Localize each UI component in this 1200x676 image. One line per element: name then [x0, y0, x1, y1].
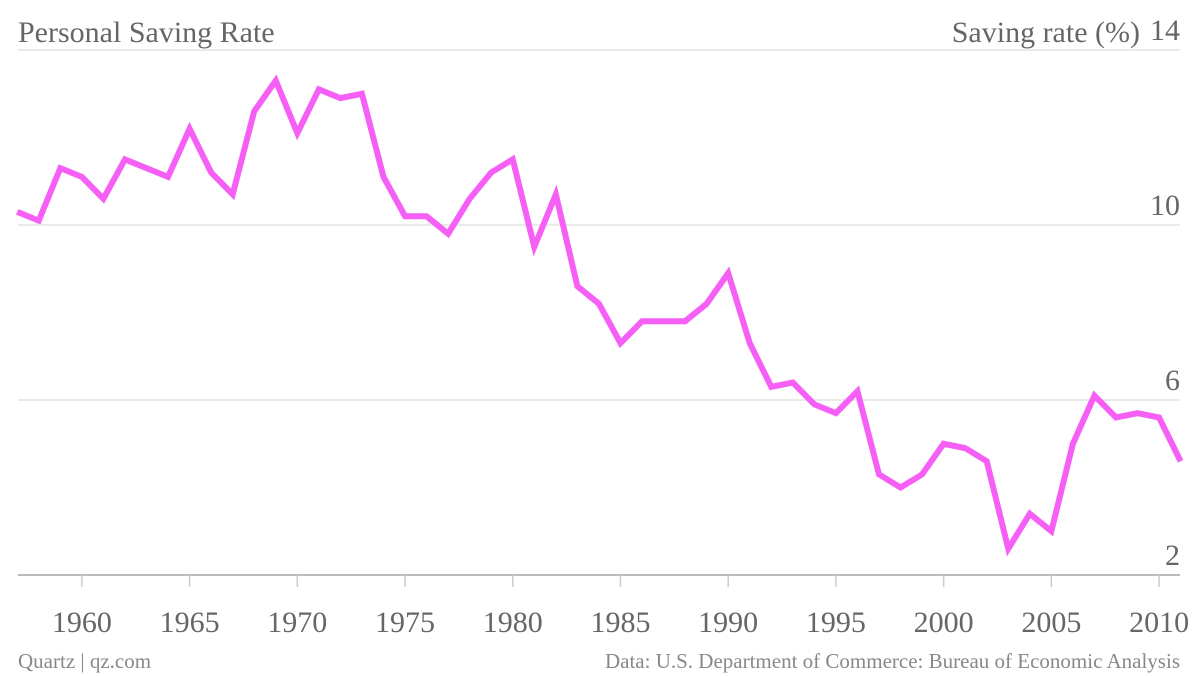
y-tick-label: 6: [1165, 364, 1180, 397]
y-tick-label: 10: [1150, 189, 1180, 222]
x-tick-label: 1975: [375, 606, 435, 639]
x-tick-label: 2005: [1021, 606, 1081, 639]
y-tick-label: 14: [1150, 14, 1180, 47]
x-tick-label: 1995: [806, 606, 866, 639]
x-tick-label: 2010: [1129, 606, 1189, 639]
x-tick-label: 1985: [590, 606, 650, 639]
data-line: [16, 74, 1184, 557]
credit: Quartz | qz.com: [18, 649, 151, 673]
chart-title: Personal Saving Rate: [18, 16, 275, 49]
x-tick-label: 2000: [914, 606, 974, 639]
y-axis-label: Saving rate (%): [952, 16, 1140, 49]
source: Data: U.S. Department of Commerce: Burea…: [605, 649, 1180, 673]
x-tick-label: 1980: [483, 606, 543, 639]
x-tick-label: 1990: [698, 606, 758, 639]
x-tick-label: 1970: [267, 606, 327, 639]
y-tick-label: 2: [1165, 539, 1180, 572]
x-tick-label: 1960: [52, 606, 112, 639]
x-tick-label: 1965: [160, 606, 220, 639]
